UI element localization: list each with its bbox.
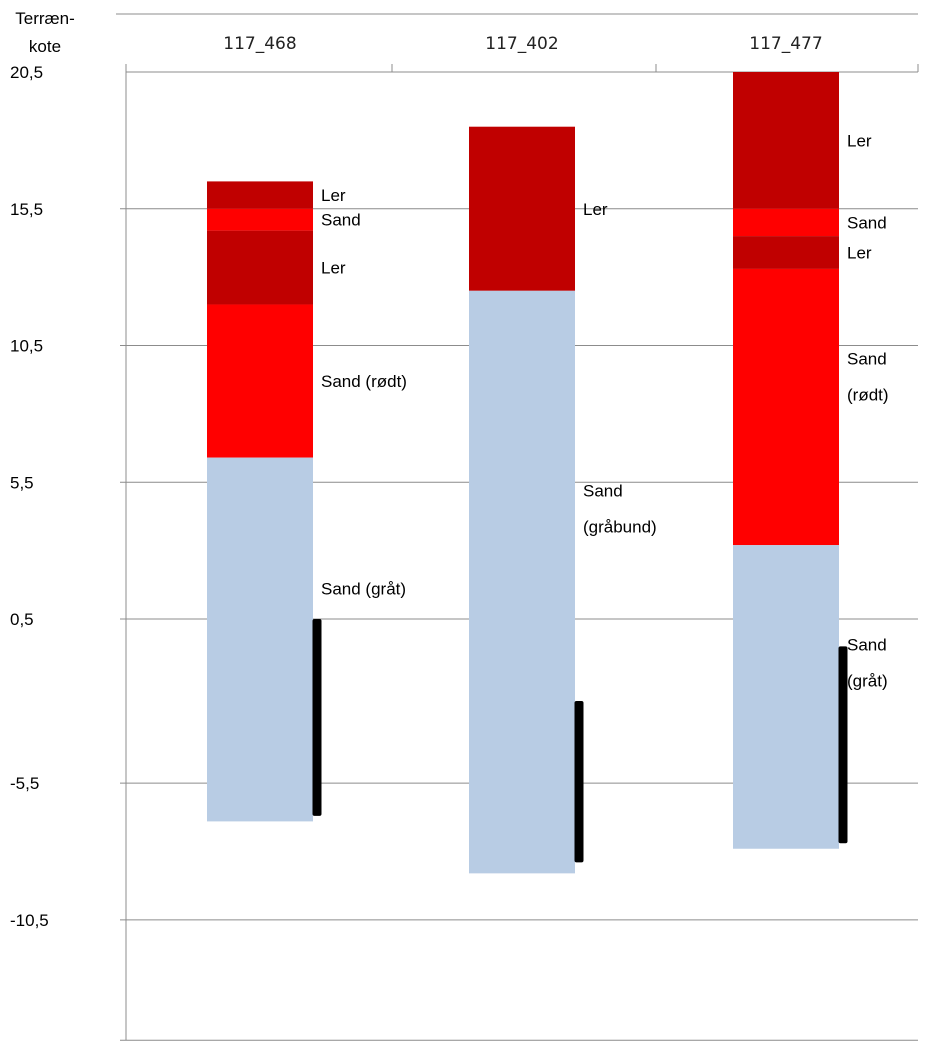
soil-layer-segment <box>207 181 313 209</box>
soil-layer-segment <box>207 457 313 822</box>
layer-label: Ler <box>321 186 346 205</box>
soil-layer-segment <box>733 236 839 269</box>
layer-label: Ler <box>321 259 346 278</box>
soil-layer-segment <box>469 126 575 291</box>
layer-label: (gråbund) <box>583 518 657 537</box>
y-tick-label: 20,5 <box>10 63 43 82</box>
y-tick-label: -5,5 <box>10 774 39 793</box>
soil-layer-segment <box>733 268 839 546</box>
y-tick-label: 15,5 <box>10 200 43 219</box>
soil-layer-segment <box>733 72 839 209</box>
layer-label: (rødt) <box>847 385 889 404</box>
x-axis-category-labels: 117_468 117_402 117_477 <box>223 34 822 54</box>
borehole-column <box>469 126 575 874</box>
layer-label: Ler <box>847 131 872 150</box>
layer-label: Ler <box>583 200 608 219</box>
y-axis-title-line: Terræn- <box>15 9 75 28</box>
layer-label: Sand <box>847 213 887 232</box>
layer-label: Sand <box>847 635 887 654</box>
borehole-columns <box>207 72 848 874</box>
y-axis-title: Terræn-kote <box>15 9 75 56</box>
category-label: 117_468 <box>223 34 296 54</box>
y-tick-label: 0,5 <box>10 610 34 629</box>
layer-labels: Ler Sand Ler Sand (rødt) Sand (gråt) Ler Sand (… <box>321 131 889 690</box>
soil-layer-segment <box>733 545 839 849</box>
layer-label: Sand <box>847 349 887 368</box>
layer-label: Sand (rødt) <box>321 372 407 391</box>
soil-layer-segment <box>207 208 313 231</box>
layer-label: (gråt) <box>847 671 888 690</box>
category-label: 117_402 <box>485 34 558 54</box>
y-tick-label: -10,5 <box>10 911 49 930</box>
layer-label: Sand <box>321 211 361 230</box>
soil-layer-segment <box>733 208 839 237</box>
layer-label: Ler <box>847 244 872 263</box>
y-tick-label: 5,5 <box>10 473 34 492</box>
layer-label: Sand <box>583 482 623 501</box>
layer-label: Sand (gråt) <box>321 580 406 599</box>
soil-layer-segment <box>469 290 575 874</box>
category-label: 117_477 <box>749 34 822 54</box>
screen-interval-bar <box>574 701 584 863</box>
y-tick-label: 10,5 <box>10 337 43 356</box>
y-axis-title-line: kote <box>29 37 61 56</box>
borehole-column <box>207 181 313 822</box>
screen-interval-bar <box>838 646 848 844</box>
borehole-column <box>733 72 839 849</box>
y-axis-tick-labels: 20,5 15,5 10,5 5,5 0,5 -5,5 -10,5 <box>10 63 49 930</box>
screen-interval-bar <box>312 619 322 816</box>
soil-layer-segment <box>207 304 313 458</box>
soil-layer-segment <box>207 230 313 305</box>
